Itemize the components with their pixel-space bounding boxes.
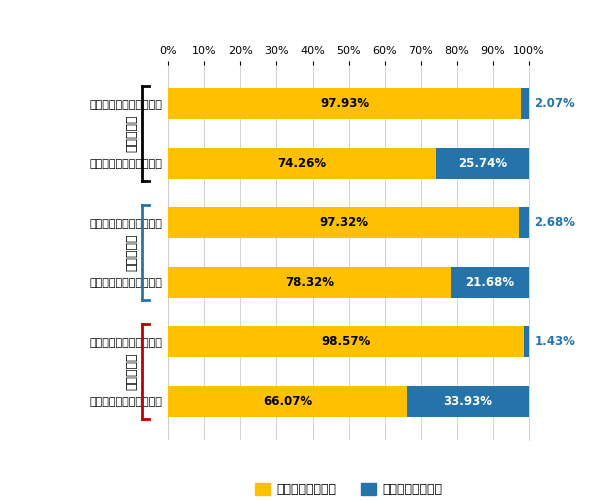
Text: 33.93%: 33.93% [443, 395, 492, 408]
Text: 女子中学生: 女子中学生 [125, 353, 138, 391]
Text: 66.07%: 66.07% [263, 395, 312, 408]
Text: 97.93%: 97.93% [320, 97, 370, 110]
Bar [436, 148, 529, 178]
Text: 中学生全体: 中学生全体 [125, 114, 138, 152]
Bar [168, 148, 436, 178]
Bar [519, 208, 529, 238]
Text: 2.07%: 2.07% [534, 97, 575, 110]
Text: 1.43%: 1.43% [534, 336, 575, 348]
Bar [451, 267, 529, 298]
Bar [168, 386, 406, 417]
Bar [168, 326, 523, 358]
Bar [522, 88, 529, 119]
Bar [523, 326, 529, 358]
Bar [168, 267, 451, 298]
Legend: 生涯喫煙経験なし, 生涯喫煙経験あり: 生涯喫煙経験なし, 生涯喫煙経験あり [250, 478, 447, 500]
Bar [168, 208, 519, 238]
Text: 98.57%: 98.57% [322, 336, 371, 348]
Text: 男子中学生: 男子中学生 [125, 234, 138, 271]
Text: 78.32%: 78.32% [285, 276, 334, 289]
Text: 2.68%: 2.68% [534, 216, 575, 229]
Text: 74.26%: 74.26% [278, 156, 327, 170]
Text: 97.32%: 97.32% [319, 216, 368, 229]
Text: 25.74%: 25.74% [458, 156, 507, 170]
Bar [168, 88, 522, 119]
Text: 21.68%: 21.68% [465, 276, 514, 289]
Bar [406, 386, 529, 417]
